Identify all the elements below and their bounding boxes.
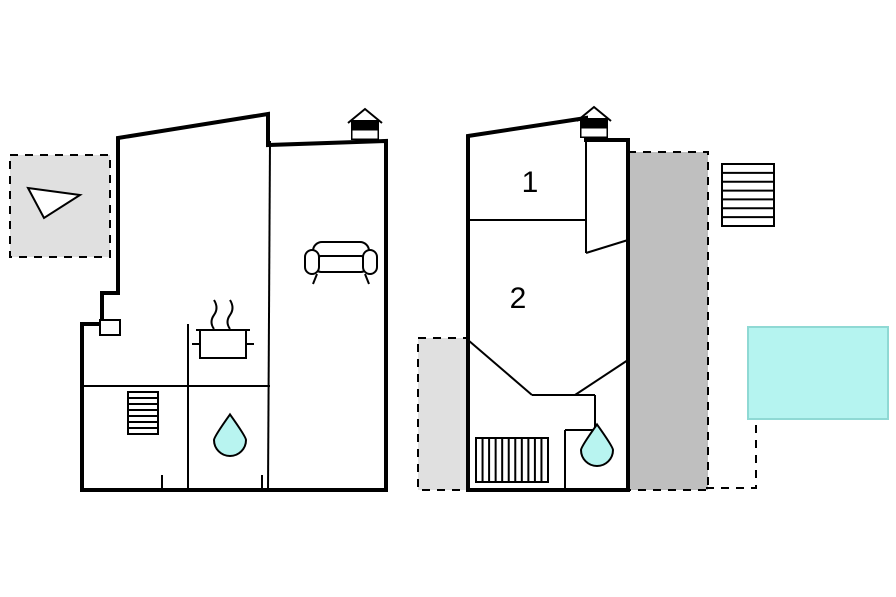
stairs-icon — [128, 392, 158, 434]
floor-plan-diagram: 12 — [0, 0, 896, 597]
room-label-2: 2 — [510, 282, 527, 315]
room-label-1: 1 — [522, 166, 539, 199]
pool-icon — [748, 327, 888, 419]
outside-stairs-icon — [722, 164, 774, 226]
chimney-icon — [348, 109, 382, 139]
chimney-icon — [577, 107, 611, 137]
door-icon — [100, 320, 120, 335]
stairs-icon — [476, 438, 548, 482]
